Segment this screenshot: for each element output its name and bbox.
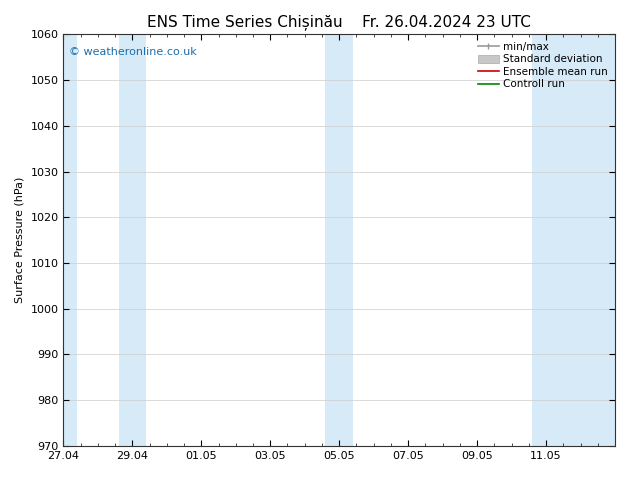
Bar xyxy=(119,34,146,446)
Bar xyxy=(533,34,615,446)
Bar xyxy=(339,34,353,446)
Text: © weatheronline.co.uk: © weatheronline.co.uk xyxy=(69,47,197,57)
Title: ENS Time Series Chișinău    Fr. 26.04.2024 23 UTC: ENS Time Series Chișinău Fr. 26.04.2024 … xyxy=(147,14,531,30)
Y-axis label: Surface Pressure (hPa): Surface Pressure (hPa) xyxy=(15,177,25,303)
Bar xyxy=(63,34,77,446)
Legend: min/max, Standard deviation, Ensemble mean run, Controll run: min/max, Standard deviation, Ensemble me… xyxy=(476,40,610,92)
Bar xyxy=(325,34,339,446)
